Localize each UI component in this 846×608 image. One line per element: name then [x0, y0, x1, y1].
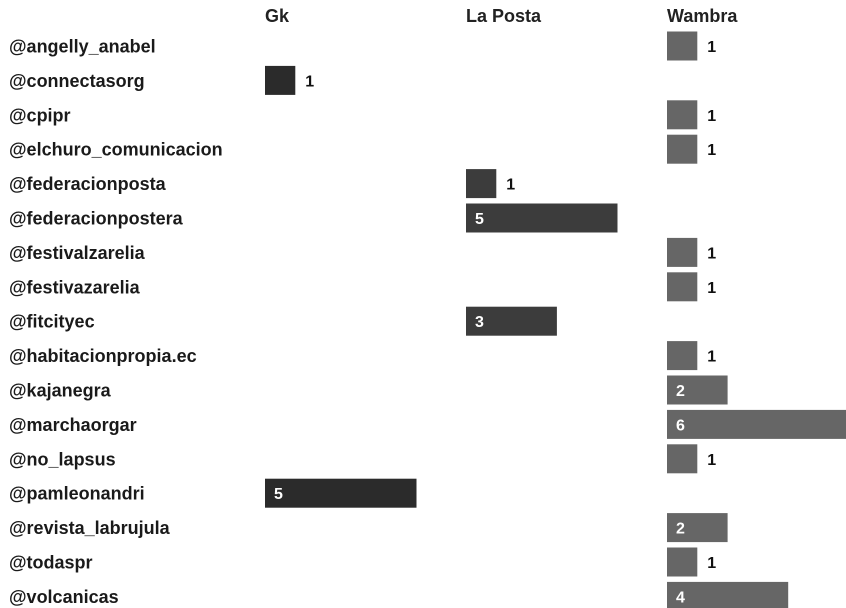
row-label: @federacionpostera [9, 209, 184, 229]
data-label: 1 [707, 142, 716, 159]
row-label: @todaspr [9, 553, 93, 573]
row-label: @cpipr [9, 105, 71, 125]
bar [466, 169, 497, 199]
bar [265, 65, 296, 95]
data-label: 1 [506, 177, 515, 194]
bar [667, 31, 698, 61]
data-label: 1 [707, 108, 716, 125]
data-label: 4 [676, 589, 685, 606]
data-label: 1 [707, 452, 716, 469]
bar [265, 478, 417, 508]
data-label: 1 [707, 280, 716, 297]
row-label: @volcanicas [9, 587, 119, 607]
column-header-gk: Gk [265, 6, 290, 26]
data-label: 2 [676, 521, 685, 538]
row-label: @federacionposta [9, 174, 167, 194]
column-header-wambra: Wambra [667, 6, 738, 26]
column-header-la-posta: La Posta [466, 6, 542, 26]
column-headers: Gk La Posta Wambra [265, 6, 738, 26]
bar [667, 272, 698, 302]
bar [667, 581, 789, 608]
bar [667, 341, 698, 371]
bar [667, 100, 698, 130]
data-label: 5 [475, 211, 484, 228]
row-label: @fitcityec [9, 312, 95, 332]
bar [667, 134, 698, 164]
data-label: 1 [305, 73, 314, 90]
bar [466, 306, 557, 336]
row-label: @marchaorgar [9, 415, 137, 435]
data-label: 1 [707, 555, 716, 572]
bar [667, 409, 846, 439]
data-label: 5 [274, 486, 283, 503]
data-label: 1 [707, 39, 716, 56]
row-label: @revista_labrujula [9, 518, 171, 538]
bar [667, 547, 698, 577]
bars: 1 5 1 5 3 1 1 1 1 1 1 2 6 1 2 1 4 [265, 31, 846, 608]
bar [667, 375, 728, 405]
row-label: @connectasorg [9, 71, 145, 91]
data-label: 1 [707, 349, 716, 366]
row-label: @no_lapsus [9, 449, 116, 469]
data-label: 2 [676, 383, 685, 400]
row-label: @pamleonandri [9, 484, 145, 504]
data-label: 3 [475, 314, 484, 331]
row-label: @elchuro_comunicacion [9, 140, 223, 160]
bar [667, 444, 698, 474]
bar [466, 203, 618, 233]
bar [667, 513, 728, 543]
row-label: @angelly_anabel [9, 37, 156, 57]
row-label: @festivalzarelia [9, 243, 146, 263]
row-label: @kajanegra [9, 381, 112, 401]
data-label: 1 [707, 245, 716, 262]
row-labels: @angelly_anabel @connectasorg @cpipr @elchu… [9, 37, 223, 607]
bar [667, 237, 698, 267]
row-label: @habitacionpropia.ec [9, 346, 197, 366]
row-label: @festivazarelia [9, 277, 141, 297]
data-label: 6 [676, 417, 685, 434]
